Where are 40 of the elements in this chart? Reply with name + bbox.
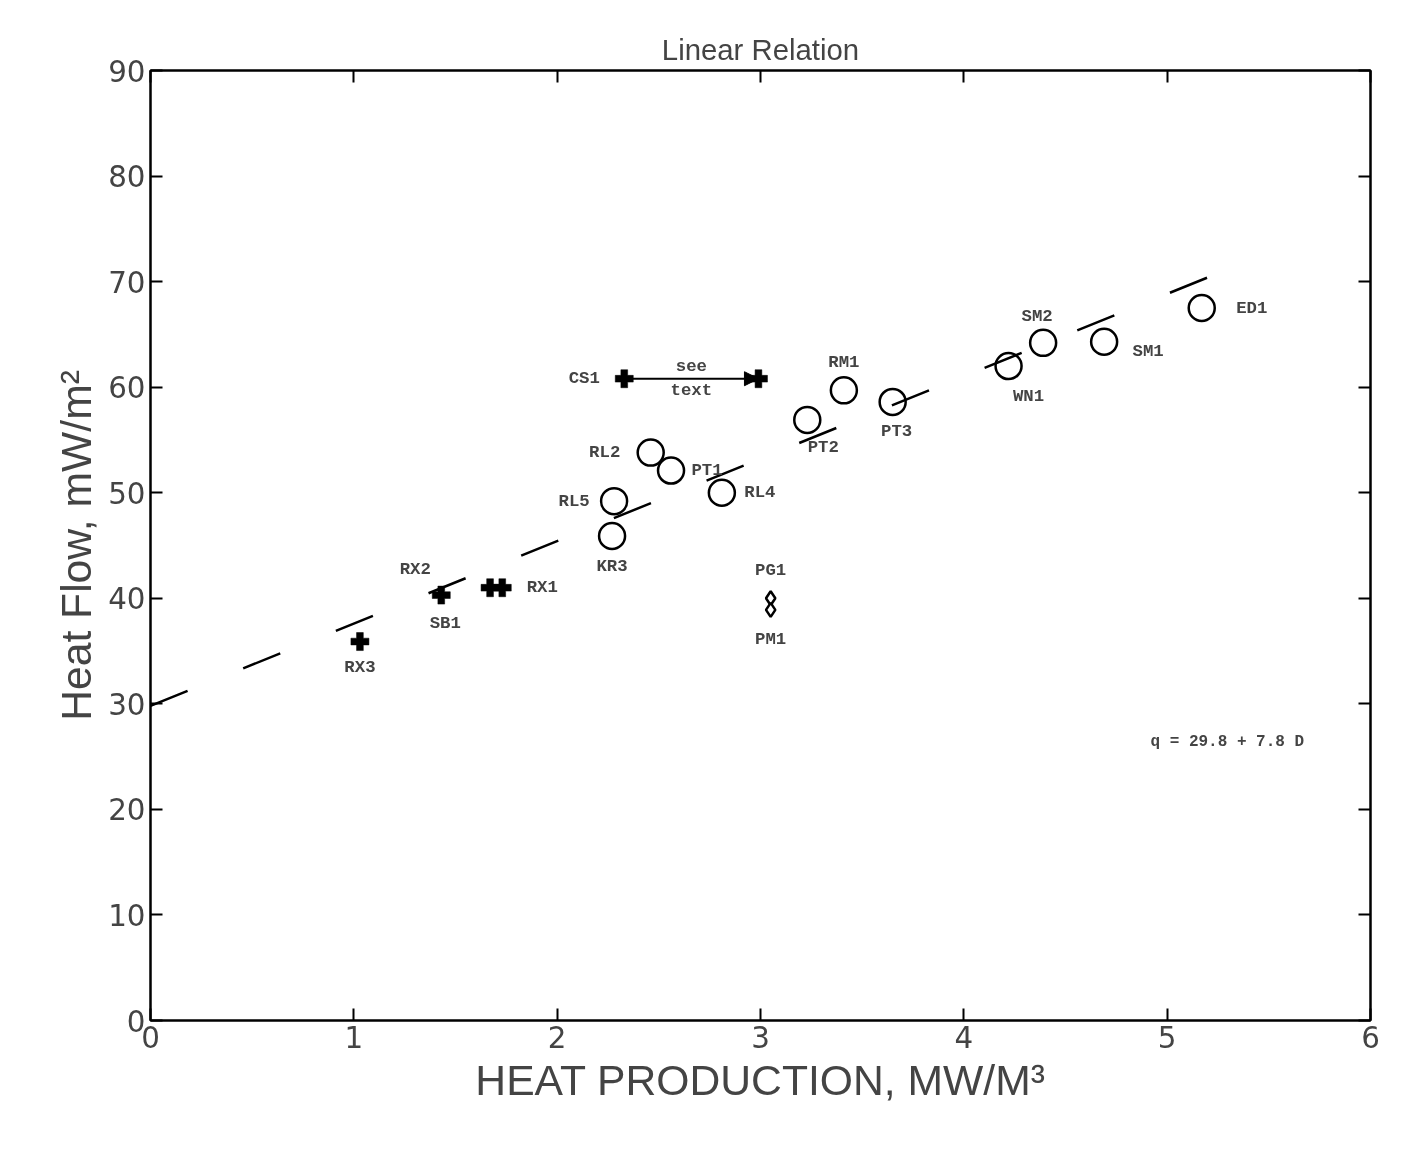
annotation: RL4 <box>744 483 776 503</box>
annotation: PM1 <box>755 630 787 650</box>
annotation: SM2 <box>1021 307 1053 327</box>
y-tick-label: 30 <box>108 687 146 722</box>
annotation: q = 29.8 + 7.8 D <box>1150 732 1305 751</box>
y-tick-label: 80 <box>108 160 146 195</box>
x-axis-title: HEAT PRODUCTION, MW/M³ <box>475 1055 1045 1104</box>
annotation: RX2 <box>399 559 431 579</box>
annotation: RL2 <box>589 443 621 463</box>
annotation: text <box>670 381 713 401</box>
y-tick-label: 60 <box>108 371 146 406</box>
x-tick-label: 5 <box>1157 1020 1177 1055</box>
annotation: ED1 <box>1236 298 1268 318</box>
x-tick-label: 1 <box>344 1020 364 1055</box>
annotation: RX3 <box>344 658 376 678</box>
y-tick-label: 20 <box>108 793 146 828</box>
x-tick-label: 3 <box>751 1020 770 1055</box>
annotation: WN1 <box>1012 386 1045 406</box>
y-tick-label: 40 <box>108 582 146 617</box>
annotation: SB1 <box>429 613 461 633</box>
y-axis-title: Heat Flow, mW/m² <box>52 370 101 721</box>
x-tick-label: 6 <box>1361 1020 1380 1055</box>
x-tick-label: 2 <box>547 1020 567 1055</box>
annotation: PT1 <box>691 461 723 481</box>
annotation: RM1 <box>828 352 860 372</box>
chart-title: Linear Relation <box>661 32 860 66</box>
annotation: RX1 <box>526 578 558 598</box>
annotation: PG1 <box>755 560 787 580</box>
annotation: PT3 <box>881 422 913 442</box>
annotation: PT2 <box>807 438 839 458</box>
annotation: SM1 <box>1132 342 1164 362</box>
annotation: KR3 <box>596 556 628 576</box>
annotation: see <box>675 357 707 377</box>
y-tick-label: 70 <box>108 265 146 300</box>
annotation: CS1 <box>568 369 600 389</box>
y-tick-label: 90 <box>108 54 146 89</box>
y-tick-label: 50 <box>108 476 146 511</box>
annotation: RL5 <box>558 491 590 511</box>
x-tick-label: 4 <box>954 1020 974 1055</box>
y-tick-label: 10 <box>108 898 146 933</box>
